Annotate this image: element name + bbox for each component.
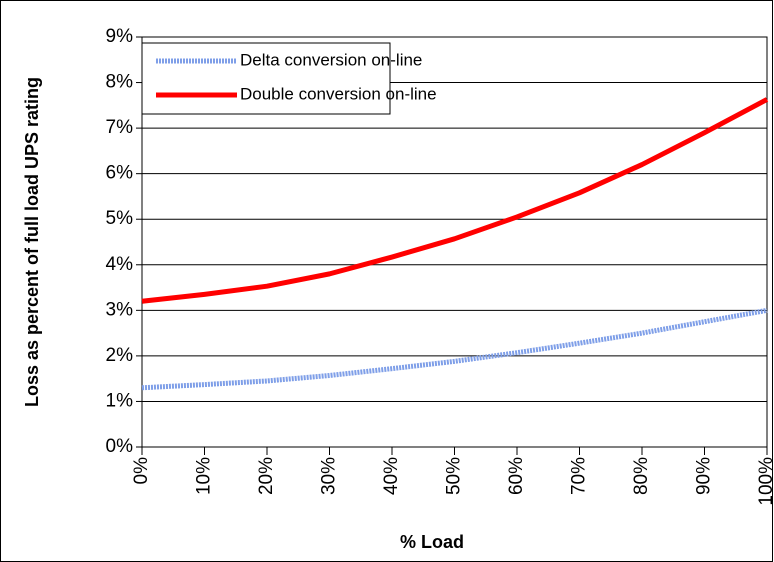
legend-label: Delta conversion on-line [240, 50, 422, 69]
y-tick-label: 7% [106, 117, 134, 138]
x-tick-label: 20% [256, 457, 277, 495]
x-tick-label: 100% [756, 457, 774, 506]
y-tick-label: 8% [106, 72, 134, 93]
x-tick-label: 10% [194, 457, 215, 495]
x-tick-label: 30% [319, 457, 340, 495]
y-tick-label: 0% [106, 436, 134, 457]
y-tick-label: 6% [106, 163, 134, 184]
y-tick-label: 2% [106, 345, 134, 366]
y-tick-label: 4% [106, 254, 134, 275]
data-line [141, 97, 769, 304]
legend-box [141, 42, 391, 115]
y-axis-title: Loss as percent of full load UPS rating [22, 77, 42, 407]
y-tick-label: 9% [106, 26, 134, 47]
data-line [141, 307, 768, 391]
x-tick-label: 0% [131, 457, 152, 485]
legend-label: Double conversion on-line [240, 84, 437, 103]
x-tick-label: 80% [631, 457, 652, 495]
x-tick-label: 60% [506, 457, 527, 495]
x-tick-label: 70% [569, 457, 590, 495]
y-tick-label: 5% [106, 208, 134, 229]
x-tick-label: 50% [444, 457, 465, 495]
x-tick-label: 90% [694, 457, 715, 495]
x-tick-label: 40% [381, 457, 402, 495]
x-axis-title: % Load [400, 532, 464, 552]
y-tick-label: 3% [106, 299, 134, 320]
y-tick-label: 1% [106, 390, 134, 411]
